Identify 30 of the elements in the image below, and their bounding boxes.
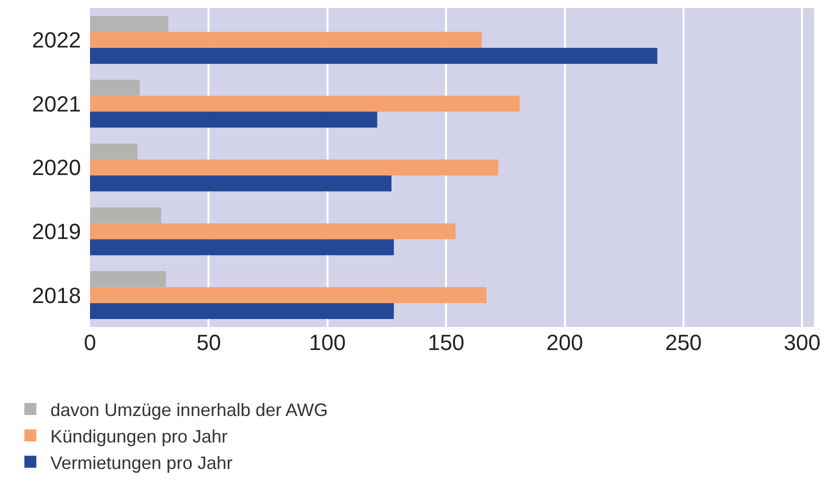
bar	[90, 144, 138, 160]
y-tick-label: 2019	[32, 219, 81, 244]
bar	[90, 16, 168, 32]
legend-label: Vermietungen pro Jahr	[50, 452, 232, 473]
x-tick-label: 0	[84, 330, 96, 355]
bar	[90, 96, 520, 112]
bar	[90, 112, 378, 128]
bar	[90, 207, 162, 224]
bar	[90, 271, 166, 288]
x-tick-label: 150	[428, 330, 464, 355]
bar	[90, 80, 140, 96]
legend-label: Kündigungen pro Jahr	[50, 426, 228, 446]
y-tick-label: 2018	[32, 282, 81, 308]
bar	[90, 32, 482, 48]
bar	[90, 287, 486, 304]
bar	[90, 160, 498, 176]
bar	[90, 223, 456, 240]
bar	[90, 303, 394, 320]
x-tick-label: 250	[665, 330, 702, 355]
x-tick-label: 100	[309, 330, 346, 355]
bar	[90, 48, 658, 64]
x-tick-label: 50	[196, 330, 221, 355]
bar	[90, 239, 394, 256]
legend-label: davon Umzüge innerhalb der AWG	[50, 400, 328, 420]
x-tick-label: 200	[546, 330, 584, 355]
x-tick-label: 300	[784, 330, 820, 355]
y-tick-label: 2021	[32, 91, 81, 116]
y-tick-label: 2022	[32, 28, 81, 53]
y-tick-label: 2020	[32, 155, 81, 180]
bar	[90, 175, 392, 192]
